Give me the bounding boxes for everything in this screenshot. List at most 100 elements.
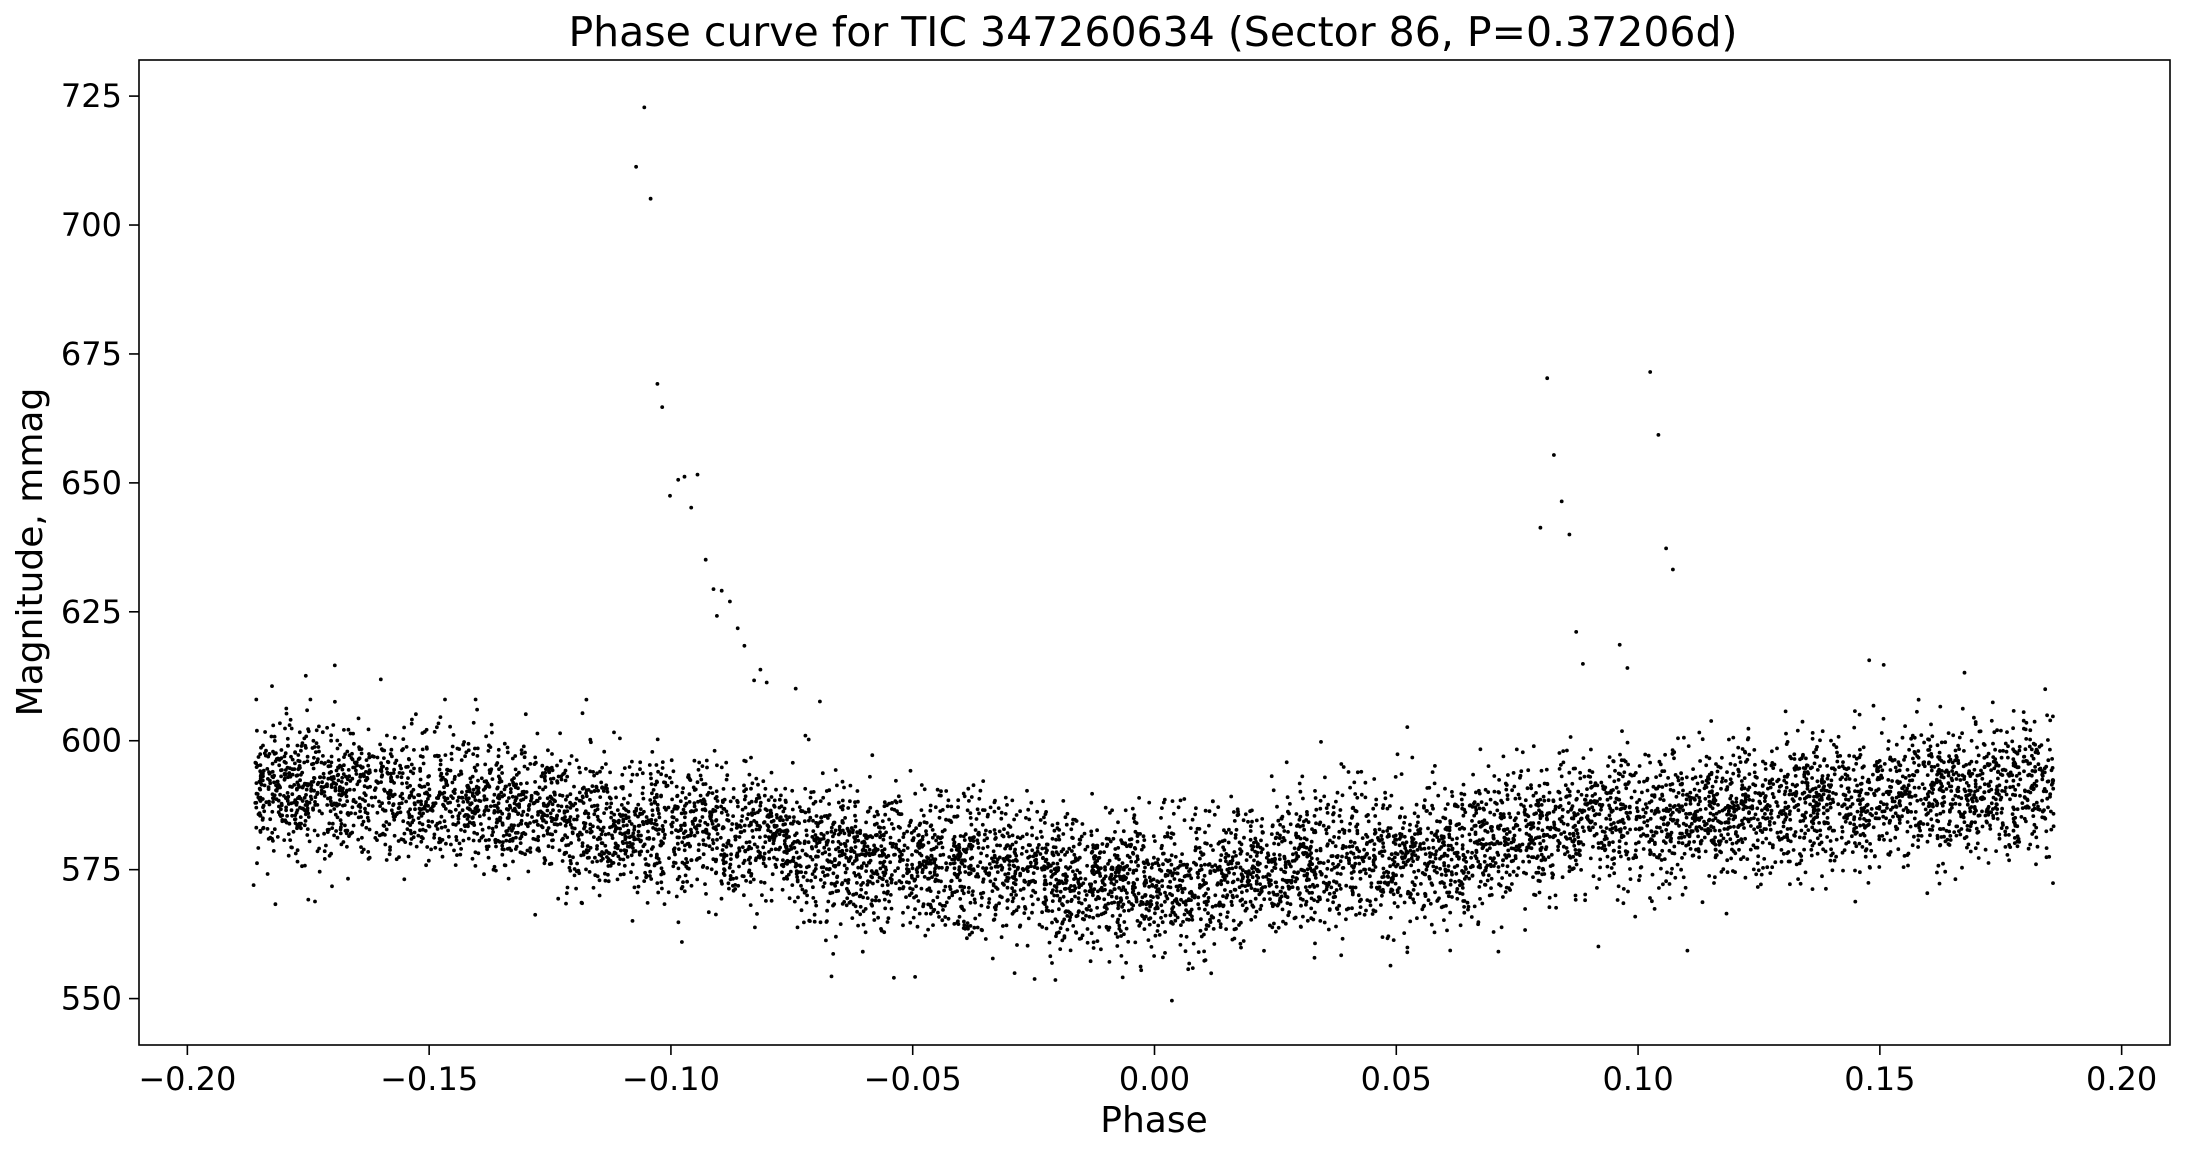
data-point	[1217, 919, 1221, 923]
data-point	[1961, 812, 1965, 817]
data-point	[965, 808, 970, 813]
data-point	[680, 860, 685, 865]
data-point	[1526, 768, 1531, 773]
data-point	[782, 833, 786, 838]
data-point	[417, 811, 422, 815]
data-point	[935, 895, 940, 900]
data-point	[1152, 920, 1156, 924]
data-point	[558, 759, 563, 763]
data-point	[1634, 848, 1638, 853]
data-point	[1888, 838, 1893, 843]
data-point	[322, 831, 326, 836]
data-point	[1803, 870, 1808, 875]
data-point	[883, 906, 888, 911]
data-point	[1852, 827, 1856, 831]
data-point	[787, 896, 792, 901]
data-point	[1996, 776, 2000, 781]
data-point	[585, 856, 590, 860]
data-point	[617, 862, 621, 866]
data-point	[1326, 927, 1331, 932]
data-point	[647, 763, 652, 767]
data-point	[1608, 817, 1613, 822]
data-point	[825, 908, 829, 913]
data-point	[1277, 857, 1282, 861]
data-point	[1825, 835, 1829, 839]
data-point	[282, 754, 287, 759]
data-point	[523, 795, 528, 800]
data-point	[1624, 810, 1629, 815]
data-point	[377, 799, 381, 804]
data-point	[1612, 779, 1617, 784]
data-point	[1056, 881, 1060, 886]
data-point	[808, 919, 812, 923]
data-point	[1929, 752, 1934, 756]
data-point	[1731, 771, 1736, 776]
data-point	[602, 811, 606, 815]
data-point	[1372, 777, 1377, 781]
data-point	[1117, 857, 1121, 862]
data-point	[924, 829, 928, 834]
data-point	[271, 849, 276, 853]
data-point	[687, 777, 692, 782]
data-point	[1392, 901, 1397, 905]
data-point	[642, 879, 647, 883]
data-point	[1848, 821, 1853, 826]
data-point	[912, 829, 916, 833]
data-point	[853, 845, 858, 849]
data-point	[728, 877, 733, 882]
data-point	[715, 837, 719, 842]
data-point	[1328, 838, 1332, 843]
data-point	[755, 912, 759, 916]
data-point	[1405, 725, 1410, 729]
data-point	[1620, 729, 1624, 733]
data-point	[1391, 938, 1396, 942]
data-point	[993, 831, 998, 836]
data-point	[496, 747, 501, 752]
data-point	[1218, 922, 1223, 926]
data-point	[987, 900, 991, 905]
data-point	[968, 856, 973, 861]
data-point	[2022, 795, 2027, 799]
data-point	[1808, 839, 1813, 843]
data-point	[739, 830, 744, 835]
data-point	[1693, 775, 1698, 780]
data-point	[1149, 899, 1153, 903]
data-point	[1628, 867, 1632, 871]
data-point	[1804, 824, 1808, 828]
data-point	[2015, 844, 2020, 849]
data-point	[803, 870, 808, 875]
data-point	[808, 795, 813, 800]
data-point	[770, 872, 775, 877]
data-point	[1112, 887, 1117, 892]
data-point	[901, 910, 905, 915]
data-point	[442, 785, 446, 790]
data-point	[1715, 769, 1720, 774]
data-point	[1065, 927, 1070, 932]
data-point	[962, 838, 967, 842]
data-point	[1133, 940, 1138, 945]
data-point	[625, 855, 630, 859]
data-point	[1483, 882, 1487, 887]
data-point	[449, 757, 454, 762]
data-point	[477, 798, 481, 803]
data-point	[1531, 875, 1535, 879]
data-point	[952, 814, 957, 819]
data-point	[423, 828, 428, 833]
data-point	[1591, 825, 1595, 830]
data-point	[2010, 812, 2015, 816]
data-point	[937, 865, 941, 870]
data-point	[1057, 828, 1062, 832]
data-point	[868, 774, 872, 779]
data-point	[443, 807, 448, 811]
data-point	[341, 803, 345, 808]
data-point	[1690, 776, 1695, 781]
data-point	[1510, 788, 1514, 793]
data-point	[886, 853, 891, 858]
data-point	[1042, 887, 1047, 891]
data-point	[572, 784, 576, 789]
data-point	[1800, 719, 1805, 724]
data-point	[916, 899, 921, 903]
data-point	[2015, 807, 2020, 812]
data-point	[1907, 747, 1911, 752]
data-point	[947, 855, 952, 859]
